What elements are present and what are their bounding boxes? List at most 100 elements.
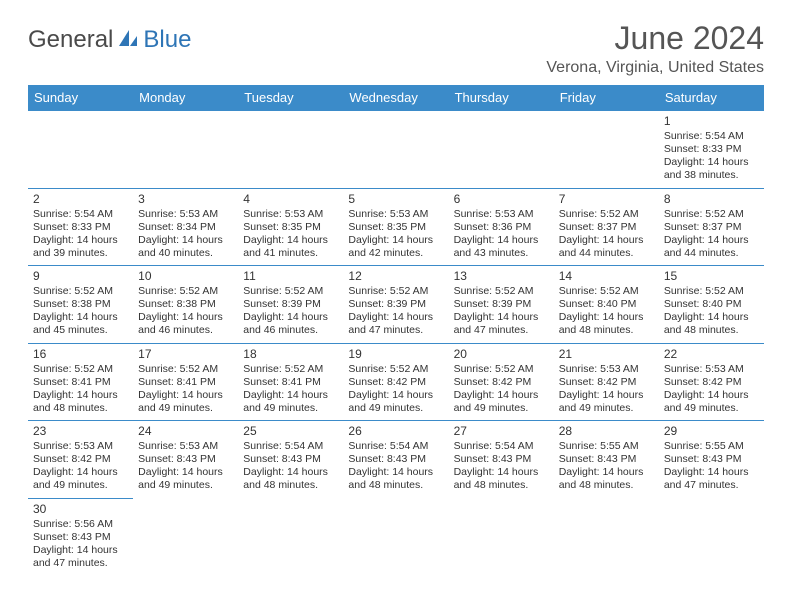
sunrise-text: Sunrise: 5:54 AM — [348, 440, 443, 453]
empty-cell — [343, 111, 448, 189]
day-cell-7: 7Sunrise: 5:52 AMSunset: 8:37 PMDaylight… — [554, 188, 659, 266]
day-cell-14: 14Sunrise: 5:52 AMSunset: 8:40 PMDayligh… — [554, 266, 659, 344]
daylight-text: Daylight: 14 hours and 49 minutes. — [33, 466, 128, 492]
day-number: 1 — [664, 114, 759, 129]
sunrise-text: Sunrise: 5:52 AM — [243, 363, 338, 376]
day-number: 2 — [33, 192, 128, 207]
daylight-text: Daylight: 14 hours and 49 minutes. — [138, 389, 233, 415]
sunrise-text: Sunrise: 5:52 AM — [138, 363, 233, 376]
daylight-text: Daylight: 14 hours and 47 minutes. — [348, 311, 443, 337]
sunset-text: Sunset: 8:42 PM — [348, 376, 443, 389]
empty-cell — [238, 498, 343, 575]
daylight-text: Daylight: 14 hours and 48 minutes. — [33, 389, 128, 415]
daylight-text: Daylight: 14 hours and 48 minutes. — [664, 311, 759, 337]
sunset-text: Sunset: 8:35 PM — [243, 221, 338, 234]
day-cell-6: 6Sunrise: 5:53 AMSunset: 8:36 PMDaylight… — [449, 188, 554, 266]
col-header-wednesday: Wednesday — [343, 85, 448, 111]
sunrise-text: Sunrise: 5:52 AM — [33, 285, 128, 298]
sunset-text: Sunset: 8:40 PM — [559, 298, 654, 311]
sunrise-text: Sunrise: 5:54 AM — [33, 208, 128, 221]
daylight-text: Daylight: 14 hours and 44 minutes. — [559, 234, 654, 260]
day-number: 18 — [243, 347, 338, 362]
logo-text-general: General — [28, 26, 113, 54]
day-cell-20: 20Sunrise: 5:52 AMSunset: 8:42 PMDayligh… — [449, 343, 554, 421]
day-cell-18: 18Sunrise: 5:52 AMSunset: 8:41 PMDayligh… — [238, 343, 343, 421]
sunset-text: Sunset: 8:43 PM — [454, 453, 549, 466]
daylight-text: Daylight: 14 hours and 49 minutes. — [454, 389, 549, 415]
daylight-text: Daylight: 14 hours and 46 minutes. — [243, 311, 338, 337]
sunrise-text: Sunrise: 5:52 AM — [664, 285, 759, 298]
day-cell-8: 8Sunrise: 5:52 AMSunset: 8:37 PMDaylight… — [659, 188, 764, 266]
col-header-friday: Friday — [554, 85, 659, 111]
location-subtitle: Verona, Virginia, United States — [546, 59, 764, 77]
sunset-text: Sunset: 8:43 PM — [348, 453, 443, 466]
daylight-text: Daylight: 14 hours and 43 minutes. — [454, 234, 549, 260]
day-number: 4 — [243, 192, 338, 207]
title-block: June 2024 Verona, Virginia, United State… — [546, 20, 764, 77]
col-header-monday: Monday — [133, 85, 238, 111]
sunset-text: Sunset: 8:33 PM — [33, 221, 128, 234]
day-cell-26: 26Sunrise: 5:54 AMSunset: 8:43 PMDayligh… — [343, 421, 448, 499]
day-cell-22: 22Sunrise: 5:53 AMSunset: 8:42 PMDayligh… — [659, 343, 764, 421]
sunrise-text: Sunrise: 5:52 AM — [33, 363, 128, 376]
day-number: 23 — [33, 424, 128, 439]
day-number: 29 — [664, 424, 759, 439]
sunset-text: Sunset: 8:43 PM — [243, 453, 338, 466]
sunrise-text: Sunrise: 5:53 AM — [138, 440, 233, 453]
daylight-text: Daylight: 14 hours and 49 minutes. — [243, 389, 338, 415]
sunrise-text: Sunrise: 5:52 AM — [243, 285, 338, 298]
sunset-text: Sunset: 8:39 PM — [348, 298, 443, 311]
empty-cell — [238, 111, 343, 189]
sunrise-text: Sunrise: 5:52 AM — [454, 285, 549, 298]
day-number: 6 — [454, 192, 549, 207]
day-number: 19 — [348, 347, 443, 362]
day-cell-13: 13Sunrise: 5:52 AMSunset: 8:39 PMDayligh… — [449, 266, 554, 344]
day-number: 10 — [138, 269, 233, 284]
sunrise-text: Sunrise: 5:53 AM — [559, 363, 654, 376]
day-number: 11 — [243, 269, 338, 284]
daylight-text: Daylight: 14 hours and 39 minutes. — [33, 234, 128, 260]
sunrise-text: Sunrise: 5:53 AM — [33, 440, 128, 453]
daylight-text: Daylight: 14 hours and 44 minutes. — [664, 234, 759, 260]
sunrise-text: Sunrise: 5:52 AM — [664, 208, 759, 221]
sunset-text: Sunset: 8:42 PM — [664, 376, 759, 389]
sunrise-text: Sunrise: 5:52 AM — [138, 285, 233, 298]
sunset-text: Sunset: 8:41 PM — [243, 376, 338, 389]
sunrise-text: Sunrise: 5:52 AM — [454, 363, 549, 376]
day-cell-10: 10Sunrise: 5:52 AMSunset: 8:38 PMDayligh… — [133, 266, 238, 344]
sunrise-text: Sunrise: 5:53 AM — [664, 363, 759, 376]
header: General Blue June 2024 Verona, Virginia,… — [28, 20, 764, 77]
daylight-text: Daylight: 14 hours and 47 minutes. — [33, 544, 128, 570]
day-number: 13 — [454, 269, 549, 284]
day-cell-2: 2Sunrise: 5:54 AMSunset: 8:33 PMDaylight… — [28, 188, 133, 266]
empty-cell — [554, 111, 659, 189]
empty-cell — [133, 111, 238, 189]
sunrise-text: Sunrise: 5:54 AM — [664, 130, 759, 143]
sunset-text: Sunset: 8:41 PM — [138, 376, 233, 389]
day-number: 25 — [243, 424, 338, 439]
empty-cell — [449, 111, 554, 189]
sunset-text: Sunset: 8:41 PM — [33, 376, 128, 389]
day-cell-23: 23Sunrise: 5:53 AMSunset: 8:42 PMDayligh… — [28, 421, 133, 499]
day-number: 14 — [559, 269, 654, 284]
day-number: 28 — [559, 424, 654, 439]
sunset-text: Sunset: 8:33 PM — [664, 143, 759, 156]
sunset-text: Sunset: 8:34 PM — [138, 221, 233, 234]
daylight-text: Daylight: 14 hours and 48 minutes. — [559, 311, 654, 337]
day-number: 27 — [454, 424, 549, 439]
daylight-text: Daylight: 14 hours and 49 minutes. — [138, 466, 233, 492]
day-cell-12: 12Sunrise: 5:52 AMSunset: 8:39 PMDayligh… — [343, 266, 448, 344]
daylight-text: Daylight: 14 hours and 49 minutes. — [348, 389, 443, 415]
daylight-text: Daylight: 14 hours and 40 minutes. — [138, 234, 233, 260]
day-number: 5 — [348, 192, 443, 207]
day-number: 20 — [454, 347, 549, 362]
day-number: 12 — [348, 269, 443, 284]
sunset-text: Sunset: 8:35 PM — [348, 221, 443, 234]
sunset-text: Sunset: 8:37 PM — [559, 221, 654, 234]
sunrise-text: Sunrise: 5:55 AM — [664, 440, 759, 453]
day-cell-19: 19Sunrise: 5:52 AMSunset: 8:42 PMDayligh… — [343, 343, 448, 421]
day-number: 16 — [33, 347, 128, 362]
sunrise-text: Sunrise: 5:54 AM — [454, 440, 549, 453]
day-number: 17 — [138, 347, 233, 362]
day-number: 22 — [664, 347, 759, 362]
